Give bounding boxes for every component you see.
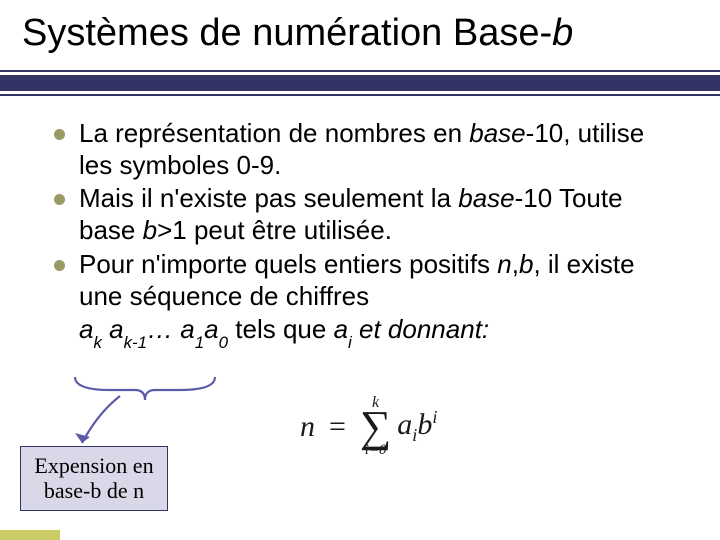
sigma-icon: k ∑ i=0 bbox=[360, 395, 391, 458]
bullet-item: La représentation de nombres en base-10,… bbox=[54, 118, 680, 181]
side-accent bbox=[0, 530, 60, 540]
bullet-text: Mais il n'existe pas seulement la base-1… bbox=[79, 183, 680, 246]
formula-eq: = bbox=[329, 410, 346, 444]
slide-title: Systèmes de numération Base-b bbox=[22, 12, 573, 55]
slide: Systèmes de numération Base-b La représe… bbox=[0, 0, 720, 540]
formula-lhs: n bbox=[300, 410, 315, 444]
formula-rhs: aibi bbox=[397, 407, 437, 446]
bullet-dot-icon bbox=[54, 260, 65, 271]
bullet-dot-icon bbox=[54, 129, 65, 140]
bullet-text: Pour n'importe quels entiers positifs n,… bbox=[79, 249, 680, 312]
bullet-item: Mais il n'existe pas seulement la base-1… bbox=[54, 183, 680, 246]
title-suffix: b bbox=[552, 12, 573, 54]
title-bar bbox=[0, 75, 720, 91]
callout-box: Expension en base-b de n bbox=[20, 446, 168, 511]
title-prefix: Systèmes de numération Base- bbox=[22, 12, 552, 54]
bullet-text: La représentation de nombres en base-10,… bbox=[79, 118, 680, 181]
bullet-item: Pour n'importe quels entiers positifs n,… bbox=[54, 249, 680, 312]
sigma-lower: i=0 bbox=[365, 443, 387, 458]
bullet-list: La représentation de nombres en base-10,… bbox=[54, 118, 680, 312]
sequence-line: ak ak-1… a1a0 tels que ai et donnant: bbox=[54, 314, 680, 350]
title-rule-top bbox=[0, 70, 720, 72]
formula: n = k ∑ i=0 aibi bbox=[300, 395, 437, 458]
title-region: Systèmes de numération Base-b bbox=[0, 0, 720, 96]
bullet-dot-icon bbox=[54, 194, 65, 205]
content-area: La représentation de nombres en base-10,… bbox=[54, 118, 680, 350]
sigma-symbol: ∑ bbox=[360, 408, 391, 445]
callout-line1: Expension en bbox=[27, 453, 161, 478]
title-rule-bottom bbox=[0, 94, 720, 96]
callout-line2: base-b de n bbox=[27, 478, 161, 503]
